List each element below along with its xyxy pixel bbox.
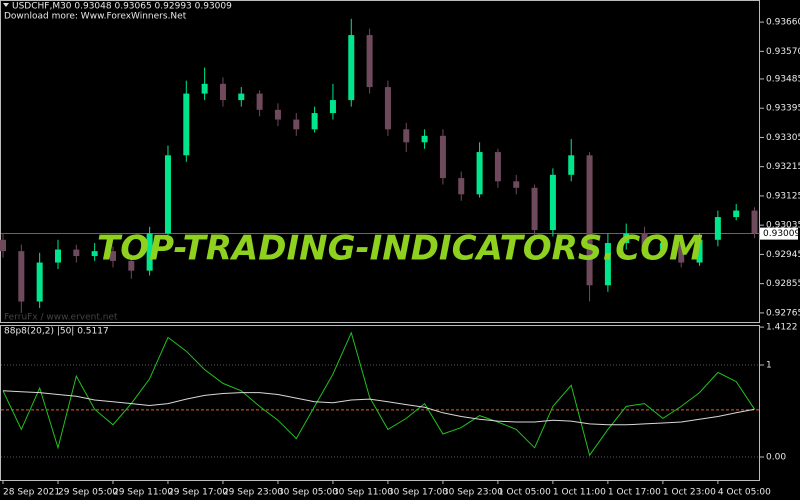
indicator-frame bbox=[0, 325, 760, 481]
x-tick-label: 29 Sep 05:00 bbox=[58, 488, 118, 498]
candle-body bbox=[641, 233, 648, 250]
download-note: Download more: Www.ForexWinners.Net bbox=[4, 12, 187, 22]
candle-body bbox=[311, 113, 318, 130]
candle-body bbox=[91, 251, 98, 257]
candle-body bbox=[366, 35, 373, 88]
candle-body bbox=[568, 155, 575, 175]
candle-body bbox=[421, 135, 428, 143]
candle-body bbox=[219, 83, 226, 101]
candle-body bbox=[54, 249, 61, 263]
x-tick-label: 29 Sep 23:00 bbox=[223, 488, 283, 498]
y-tick-label: 0.93125 bbox=[766, 191, 800, 201]
candle-body bbox=[274, 109, 281, 120]
x-tick-label: 30 Sep 11:00 bbox=[333, 488, 393, 498]
candle-body bbox=[128, 260, 135, 271]
candle-body bbox=[513, 181, 520, 188]
indicator-line bbox=[2, 331, 755, 457]
candle-body bbox=[109, 251, 116, 261]
candle-body bbox=[384, 87, 391, 130]
x-tick-label: 1 Oct 23:00 bbox=[663, 488, 716, 498]
candle-body bbox=[531, 187, 538, 231]
y-tick-label: 0.93215 bbox=[766, 162, 800, 172]
candle-body bbox=[201, 83, 208, 94]
credit: FerruFx / www.ervent.net bbox=[4, 313, 118, 323]
candle-body bbox=[696, 239, 703, 263]
candle-body bbox=[549, 174, 556, 231]
x-tick-label: 1 Oct 11:00 bbox=[553, 488, 606, 498]
candle-body bbox=[586, 155, 593, 286]
candle-body bbox=[18, 251, 25, 302]
x-tick-label: 30 Sep 05:00 bbox=[278, 488, 338, 498]
x-tick-label: 1 Oct 05:00 bbox=[498, 488, 551, 498]
x-tick-label: 30 Sep 23:00 bbox=[443, 488, 503, 498]
indicator-title: 88p8(20,2) |50| 0.5117 bbox=[4, 327, 109, 337]
y-tick-label: 0.93305 bbox=[766, 133, 800, 143]
candle-body bbox=[183, 93, 190, 156]
x-tick-label: 1 Oct 17:00 bbox=[608, 488, 661, 498]
candle-body bbox=[439, 135, 446, 179]
y-tick-label: 1.4122 bbox=[766, 323, 798, 333]
x-tick-label: 28 Sep 2021 bbox=[3, 488, 60, 498]
candle-body bbox=[751, 210, 758, 234]
candle-body bbox=[623, 233, 630, 244]
candle-body bbox=[494, 152, 501, 182]
candle-body bbox=[733, 210, 740, 218]
candle-body bbox=[458, 178, 465, 195]
y-tick-label: 0.93660 bbox=[766, 18, 800, 28]
candle-body bbox=[164, 155, 171, 234]
candle-body bbox=[659, 243, 666, 250]
y-tick-label: 0.93485 bbox=[766, 74, 800, 84]
candle-body bbox=[146, 233, 153, 271]
y-tick-label: 0.93035 bbox=[766, 221, 800, 231]
candle-body bbox=[604, 243, 611, 286]
y-tick-label: 0.00 bbox=[766, 453, 786, 463]
candle-body bbox=[293, 119, 300, 130]
x-tick-label: 4 Oct 05:00 bbox=[718, 488, 771, 498]
candle-body bbox=[329, 100, 336, 114]
candle-body bbox=[238, 93, 245, 101]
candle-body bbox=[476, 152, 483, 195]
y-tick-label: 0.92945 bbox=[766, 250, 800, 260]
candle-body bbox=[0, 239, 6, 252]
symbol-line: USDCHF,M30 0.93048 0.93065 0.92993 0.930… bbox=[12, 2, 232, 12]
candle-body bbox=[256, 93, 263, 110]
candle-body bbox=[714, 217, 721, 240]
price-label: 0.93009 bbox=[763, 229, 800, 239]
y-tick-label: 0.93395 bbox=[766, 104, 800, 114]
x-tick-label: 30 Sep 17:00 bbox=[388, 488, 448, 498]
main-frame bbox=[0, 0, 760, 323]
y-tick-label: 0.92765 bbox=[766, 308, 800, 318]
candle-body bbox=[348, 35, 355, 101]
y-tick-label: 1 bbox=[766, 361, 772, 371]
menu-arrow bbox=[3, 3, 9, 7]
candle-body bbox=[36, 262, 43, 302]
candle-body bbox=[73, 249, 80, 257]
candle-body bbox=[678, 243, 685, 263]
y-tick-label: 0.92855 bbox=[766, 279, 800, 289]
price-label-box bbox=[760, 227, 798, 240]
x-tick-label: 29 Sep 17:00 bbox=[168, 488, 228, 498]
y-tick-label: 0.93570 bbox=[766, 47, 800, 57]
candle-body bbox=[403, 129, 410, 143]
watermark: TOP-TRADING-INDICATORS.COM bbox=[97, 229, 703, 269]
x-tick-label: 29 Sep 11:00 bbox=[113, 488, 173, 498]
indicator-line bbox=[2, 390, 755, 426]
